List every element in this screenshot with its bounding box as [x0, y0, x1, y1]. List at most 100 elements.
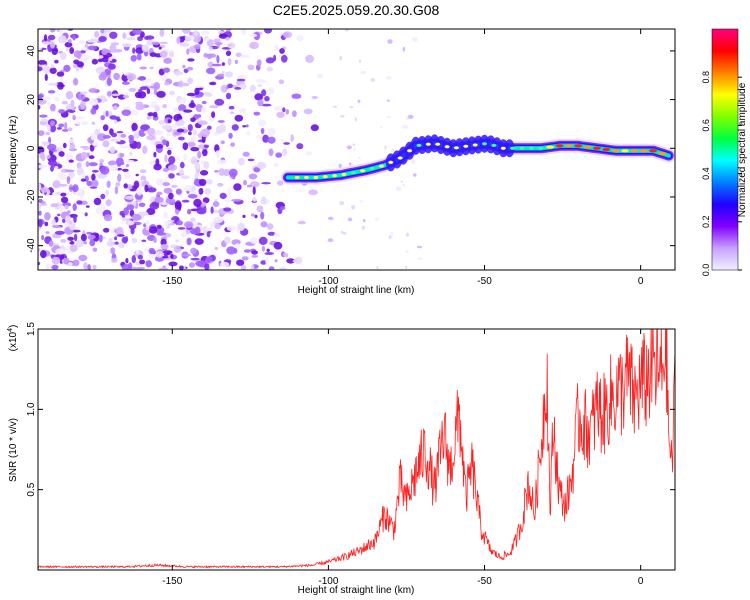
- noise-speckle: [283, 142, 290, 145]
- noise-speckle: [103, 227, 110, 233]
- noise-speckle: [273, 106, 283, 111]
- noise-speckle: [68, 159, 74, 163]
- ridge-hotspot: [313, 175, 319, 180]
- noise-speckle: [234, 87, 242, 90]
- noise-speckle: [357, 99, 361, 103]
- noise-speckle: [281, 54, 288, 63]
- noise-speckle: [51, 46, 58, 56]
- noise-speckle: [416, 245, 423, 249]
- spectrogram-frame: [37, 28, 676, 271]
- noise-speckle: [100, 115, 105, 121]
- noise-speckle: [282, 107, 286, 113]
- noise-speckle: [140, 211, 149, 217]
- noise-speckle: [58, 35, 67, 44]
- ridge-hotspot: [482, 142, 487, 146]
- noise-speckle: [116, 116, 120, 122]
- noise-speckle: [211, 111, 216, 118]
- noise-speckle: [353, 147, 356, 152]
- noise-speckle: [360, 70, 366, 75]
- ridge-hotspot: [350, 171, 356, 175]
- noise-speckle: [100, 203, 106, 212]
- noise-speckle: [268, 266, 275, 270]
- noise-speckle: [131, 237, 138, 244]
- noise-speckle: [206, 179, 213, 185]
- noise-speckle: [237, 222, 245, 232]
- noise-speckle: [256, 161, 267, 170]
- noise-speckle: [203, 53, 209, 58]
- noise-speckle: [149, 202, 160, 210]
- noise-speckle: [213, 38, 221, 43]
- noise-speckle: [187, 124, 193, 132]
- noise-speckle: [261, 182, 271, 185]
- noise-speckle: [265, 257, 270, 266]
- noise-speckle: [123, 170, 132, 179]
- noise-speckle: [349, 106, 354, 109]
- noise-speckle: [110, 227, 117, 235]
- noise-speckle: [69, 142, 76, 151]
- ridge-hotspot: [658, 152, 667, 156]
- noise-speckle: [46, 154, 51, 159]
- noise-speckle: [254, 93, 264, 101]
- noise-speckle: [135, 249, 140, 255]
- noise-speckle: [296, 143, 304, 150]
- noise-speckle: [51, 218, 56, 226]
- noise-speckle: [174, 201, 182, 210]
- noise-speckle: [110, 42, 120, 46]
- snr-frame: [37, 328, 676, 571]
- noise-speckle: [311, 95, 319, 100]
- noise-speckle: [198, 178, 207, 186]
- noise-speckle: [47, 34, 56, 41]
- noise-speckle: [50, 64, 55, 69]
- noise-speckle: [125, 159, 135, 164]
- noise-speckle: [223, 199, 231, 202]
- noise-speckle: [141, 80, 148, 84]
- noise-speckle: [87, 45, 98, 51]
- noise-speckle: [250, 45, 255, 49]
- noise-speckle: [291, 93, 302, 99]
- noise-speckle: [402, 46, 406, 52]
- noise-speckle: [64, 204, 69, 210]
- noise-speckle: [211, 63, 222, 67]
- ridge-blob: [504, 139, 515, 158]
- noise-speckle: [214, 98, 225, 106]
- noise-speckle: [254, 214, 258, 219]
- noise-speckle: [208, 46, 213, 51]
- noise-speckle: [346, 145, 352, 150]
- noise-speckle: [106, 180, 111, 188]
- noise-speckle: [147, 127, 156, 136]
- noise-speckle: [303, 108, 313, 115]
- noise-speckle: [86, 180, 93, 187]
- noise-speckle: [146, 116, 152, 120]
- noise-speckle: [52, 180, 61, 189]
- noise-speckle: [110, 164, 119, 172]
- noise-speckle: [114, 186, 119, 195]
- ridge-hotspot: [621, 149, 629, 153]
- noise-speckle: [203, 161, 210, 170]
- noise-speckle: [139, 259, 146, 265]
- x-tick-label: 0: [638, 276, 644, 287]
- noise-speckle: [227, 187, 232, 196]
- noise-speckle: [62, 218, 66, 223]
- noise-speckle: [201, 30, 210, 35]
- noise-speckle: [188, 102, 196, 109]
- noise-speckle: [206, 125, 212, 130]
- noise-speckle: [257, 119, 267, 127]
- noise-speckle: [188, 262, 196, 268]
- noise-speckle: [132, 47, 136, 54]
- noise-speckle: [75, 239, 84, 248]
- noise-speckle: [38, 203, 42, 210]
- noise-speckle: [387, 99, 390, 102]
- noise-speckle: [163, 212, 169, 219]
- noise-speckle: [88, 155, 95, 160]
- noise-speckle: [131, 255, 136, 264]
- ridge-hotspot: [294, 175, 300, 180]
- noise-speckle: [276, 180, 284, 186]
- noise-speckle: [59, 206, 64, 214]
- noise-speckle: [252, 186, 256, 195]
- noise-speckle: [98, 234, 103, 243]
- noise-speckle: [292, 110, 297, 118]
- noise-speckle: [190, 257, 200, 261]
- noise-speckle: [92, 264, 97, 270]
- noise-speckle: [138, 89, 143, 93]
- noise-speckle: [78, 93, 82, 101]
